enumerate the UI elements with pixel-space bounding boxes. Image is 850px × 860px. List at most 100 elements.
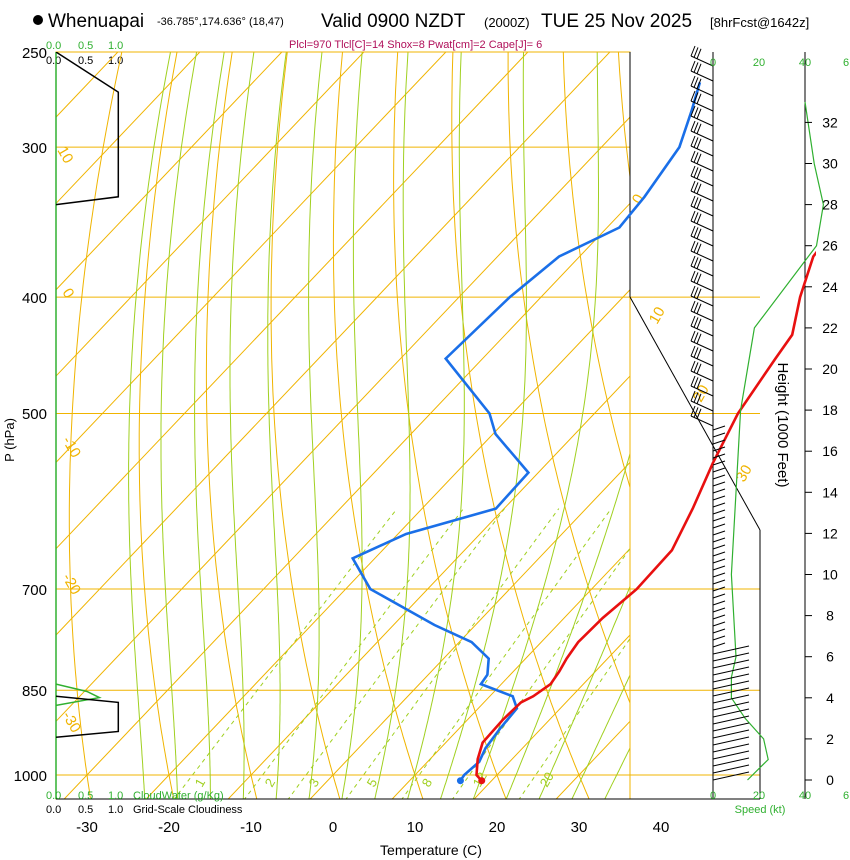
wind-barb — [712, 757, 750, 767]
wind-barb-flag — [690, 405, 696, 417]
surface-temperature-point — [478, 777, 486, 785]
wind-barb — [690, 70, 714, 82]
wind-barb — [712, 771, 750, 781]
wind-barb — [712, 544, 726, 550]
wind-barb — [712, 687, 750, 697]
p-tick-850: 850 — [22, 683, 47, 700]
speed-top-20: 20 — [753, 57, 765, 69]
wind-barb-flag — [690, 240, 696, 252]
wind-barb-flag — [696, 378, 702, 389]
height-tick-label: 10 — [822, 567, 838, 583]
wind-barb-flag — [693, 332, 699, 343]
p-tick-500: 500 — [22, 406, 47, 423]
p-tick-700: 700 — [22, 582, 47, 599]
forecast-info: [8hrFcst@1642z] — [710, 15, 809, 30]
moist-adiabat — [160, 52, 198, 799]
height-tick-label: 2 — [826, 731, 834, 747]
isotherm — [56, 52, 283, 291]
wind-barb — [712, 565, 726, 571]
isotherm-label: -10 — [59, 434, 85, 461]
wind-barb-flag — [696, 243, 702, 254]
wind-barb-flag — [693, 62, 699, 73]
wind-barb — [712, 558, 726, 564]
wind-barb-flag — [696, 303, 702, 314]
wind-barb — [690, 385, 714, 397]
wind-barb — [712, 708, 750, 718]
moist-adiabat — [341, 52, 363, 799]
mixing-ratio-line — [173, 508, 398, 799]
wind-barb — [690, 100, 714, 112]
wind-barb-flag — [690, 195, 696, 207]
mixing-ratio-line — [345, 508, 560, 799]
wind-barb-flag — [693, 242, 699, 253]
wind-barb — [690, 85, 714, 97]
wind-barb-flag — [693, 122, 699, 133]
wind-barb — [690, 340, 714, 352]
wind-barb — [712, 673, 750, 683]
mixing-ratio-line — [244, 508, 464, 799]
wind-barb-flag — [696, 273, 702, 284]
height-tick-label: 12 — [822, 525, 838, 541]
wind-barb-flag — [696, 123, 702, 134]
p-tick-250: 250 — [22, 45, 47, 62]
wind-barb-flag — [696, 258, 702, 269]
p-tick-1000: 1000 — [14, 768, 47, 785]
height-axis-label: Height (1000 Feet) — [774, 362, 791, 487]
wind-barb-flag — [693, 47, 699, 58]
isotherm — [56, 52, 447, 464]
wind-barb — [712, 467, 726, 473]
wind-barb-flag — [690, 105, 696, 117]
wind-barb-flag — [693, 212, 699, 223]
wind-barb — [712, 666, 750, 676]
isotherm-label: 10 — [646, 304, 669, 327]
cloudwater-scale-0: 0.0 — [46, 40, 61, 52]
isotherm — [56, 52, 529, 550]
wind-barb — [712, 516, 726, 522]
wind-barb — [712, 701, 750, 711]
wind-barb — [712, 446, 726, 452]
wind-barb — [690, 190, 714, 202]
height-tick-label: 32 — [822, 114, 838, 130]
wind-barb-flag — [690, 90, 696, 102]
wind-barb — [712, 551, 726, 557]
wind-barb-flag — [690, 150, 696, 162]
wind-barb — [690, 115, 714, 127]
speed-bot-20: 20 — [753, 790, 765, 802]
isotherm — [0, 0, 64, 800]
wind-barb-flag — [693, 302, 699, 313]
wind-barb — [712, 736, 750, 746]
dry-adiabat — [332, 52, 424, 799]
speed-label: Speed (kt) — [735, 804, 786, 816]
wind-barb — [712, 474, 726, 480]
wind-barb — [690, 295, 714, 307]
wind-barb-flag — [693, 152, 699, 163]
wind-barb — [690, 55, 714, 67]
wind-barb — [712, 614, 726, 620]
wind-barb — [712, 652, 750, 662]
wind-barb-flag — [690, 60, 696, 72]
wind-barb-flag — [690, 225, 696, 237]
speed-bot-6: 6 — [843, 790, 849, 802]
thermo-grid: 123581220100-10-20-30 — [0, 0, 630, 800]
dry-adiabat — [205, 52, 258, 799]
wind-barb — [712, 586, 726, 592]
wind-barb-flag — [693, 182, 699, 193]
cloudiness-label: Grid-Scale Cloudiness — [133, 804, 243, 816]
wind-barb-flag — [696, 63, 702, 74]
wind-barb — [712, 750, 750, 760]
wind-barb — [690, 175, 714, 187]
wind-barb — [712, 635, 726, 641]
moist-adiabat — [267, 52, 287, 799]
isotherm-label: 30 — [733, 462, 756, 485]
isotherm — [473, 634, 630, 799]
mixing-ratio-line — [401, 508, 612, 799]
wind-barb — [690, 145, 714, 157]
wind-barb-flag — [693, 392, 699, 403]
x-axis-label: Temperature (C) — [380, 842, 482, 858]
height-tick-label: 28 — [822, 197, 838, 213]
wind-barb — [690, 130, 714, 142]
wind-barb — [712, 530, 726, 536]
wind-barb — [712, 453, 726, 459]
t-tick-m20: -20 — [158, 819, 180, 836]
wind-barb — [712, 645, 750, 655]
